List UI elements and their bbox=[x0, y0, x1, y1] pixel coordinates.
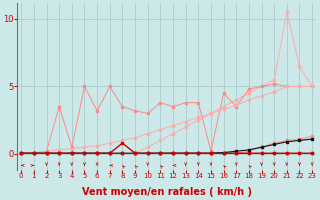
X-axis label: Vent moyen/en rafales ( km/h ): Vent moyen/en rafales ( km/h ) bbox=[82, 187, 252, 197]
